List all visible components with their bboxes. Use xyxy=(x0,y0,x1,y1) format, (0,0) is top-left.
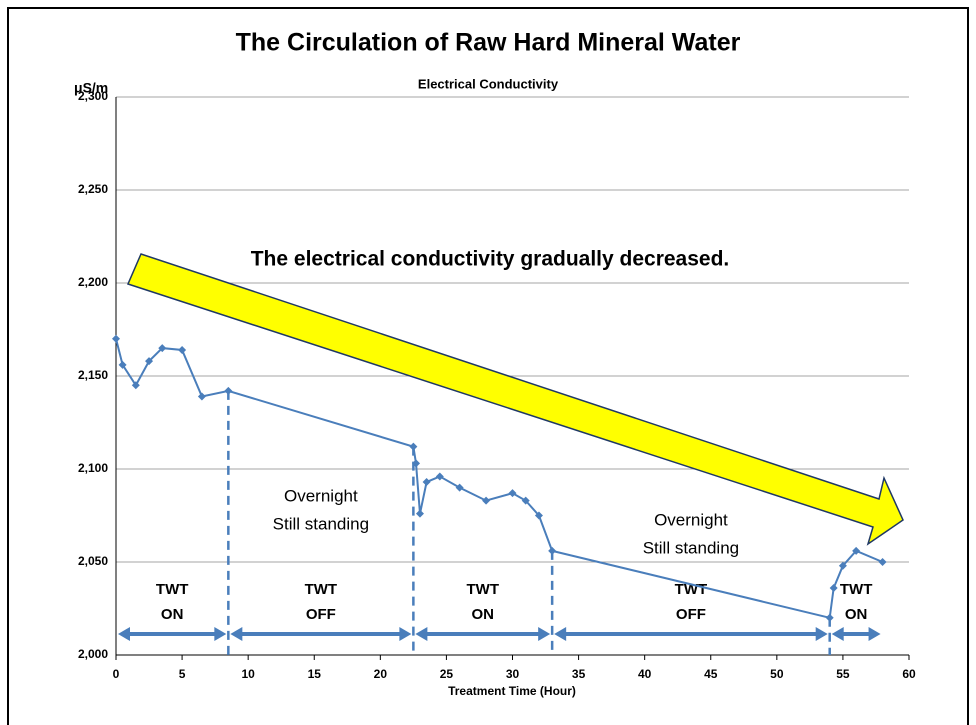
x-tick-label: 45 xyxy=(704,667,718,681)
arrow-head xyxy=(399,627,412,641)
phase-note: Overnight xyxy=(284,486,358,505)
data-point xyxy=(455,483,464,492)
phase-note: Overnight xyxy=(654,510,728,529)
data-point xyxy=(534,511,543,520)
data-point xyxy=(852,546,861,555)
data-point xyxy=(422,478,431,487)
data-point xyxy=(415,509,424,518)
x-tick-label: 5 xyxy=(179,667,186,681)
x-tick-label: 50 xyxy=(770,667,784,681)
x-tick-label: 60 xyxy=(902,667,916,681)
y-tick-label: 2,250 xyxy=(78,182,108,196)
phase-label: ON xyxy=(472,606,495,623)
data-point xyxy=(838,561,847,570)
phase-label: OFF xyxy=(306,606,336,623)
trend-arrow xyxy=(126,253,904,546)
y-tick-label: 2,000 xyxy=(78,647,108,661)
trend-annotation: The electrical conductivity gradually de… xyxy=(251,248,730,271)
arrow-head xyxy=(554,627,567,641)
arrow-head xyxy=(815,627,828,641)
x-tick-label: 25 xyxy=(440,667,454,681)
data-point xyxy=(145,357,154,366)
x-tick-label: 35 xyxy=(572,667,586,681)
x-tick-label: 15 xyxy=(308,667,322,681)
y-tick-label: 2,200 xyxy=(78,275,108,289)
arrow-head xyxy=(230,627,243,641)
y-tick-label: 2,300 xyxy=(78,89,108,103)
data-point xyxy=(521,496,530,505)
data-line xyxy=(115,338,883,620)
x-axis-label: Treatment Time (Hour) xyxy=(448,684,576,698)
phase-label: TWT xyxy=(305,581,337,598)
data-point xyxy=(508,489,517,498)
data-point xyxy=(118,360,127,369)
chart-subtitle: Electrical Conductivity xyxy=(418,76,559,91)
data-point xyxy=(224,386,233,395)
arrow-head xyxy=(868,627,881,641)
chart-frame xyxy=(7,7,969,725)
y-tick-label: 2,150 xyxy=(78,368,108,382)
phase-label: TWT xyxy=(840,581,872,598)
y-unit: μS/m xyxy=(74,80,108,96)
phase-label: TWT xyxy=(675,581,707,598)
data-point xyxy=(178,345,187,354)
y-tick-label: 2,100 xyxy=(78,461,108,475)
x-tick-label: 10 xyxy=(241,667,255,681)
phase-label: OFF xyxy=(676,606,706,623)
data-point xyxy=(409,442,418,451)
arrow-head xyxy=(214,627,227,641)
x-tick-label: 40 xyxy=(638,667,652,681)
arrow-head xyxy=(415,627,428,641)
x-tick-label: 30 xyxy=(506,667,520,681)
arrow-head xyxy=(118,627,130,641)
phase-label: ON xyxy=(845,606,868,623)
data-point xyxy=(878,558,887,566)
data-point xyxy=(131,381,140,390)
data-point xyxy=(825,613,834,622)
x-tick-label: 55 xyxy=(836,667,850,681)
arrow-head xyxy=(831,627,844,641)
phase-note: Still standing xyxy=(643,538,739,557)
y-tick-label: 2,050 xyxy=(78,554,108,568)
data-point xyxy=(435,472,444,481)
data-point xyxy=(548,546,557,555)
data-point xyxy=(197,392,206,401)
chart-title: The Circulation of Raw Hard Mineral Wate… xyxy=(236,29,741,57)
data-point xyxy=(158,344,167,353)
phase-label: TWT xyxy=(156,581,188,598)
phase-label: ON xyxy=(161,606,184,623)
data-point xyxy=(412,459,421,468)
data-point xyxy=(112,334,120,343)
data-point xyxy=(482,496,491,505)
arrow-head xyxy=(538,627,551,641)
x-tick-label: 20 xyxy=(374,667,388,681)
phase-note: Still standing xyxy=(273,514,369,533)
x-tick-label: 0 xyxy=(113,667,120,681)
phase-label: TWT xyxy=(467,581,499,598)
data-point xyxy=(829,584,838,593)
